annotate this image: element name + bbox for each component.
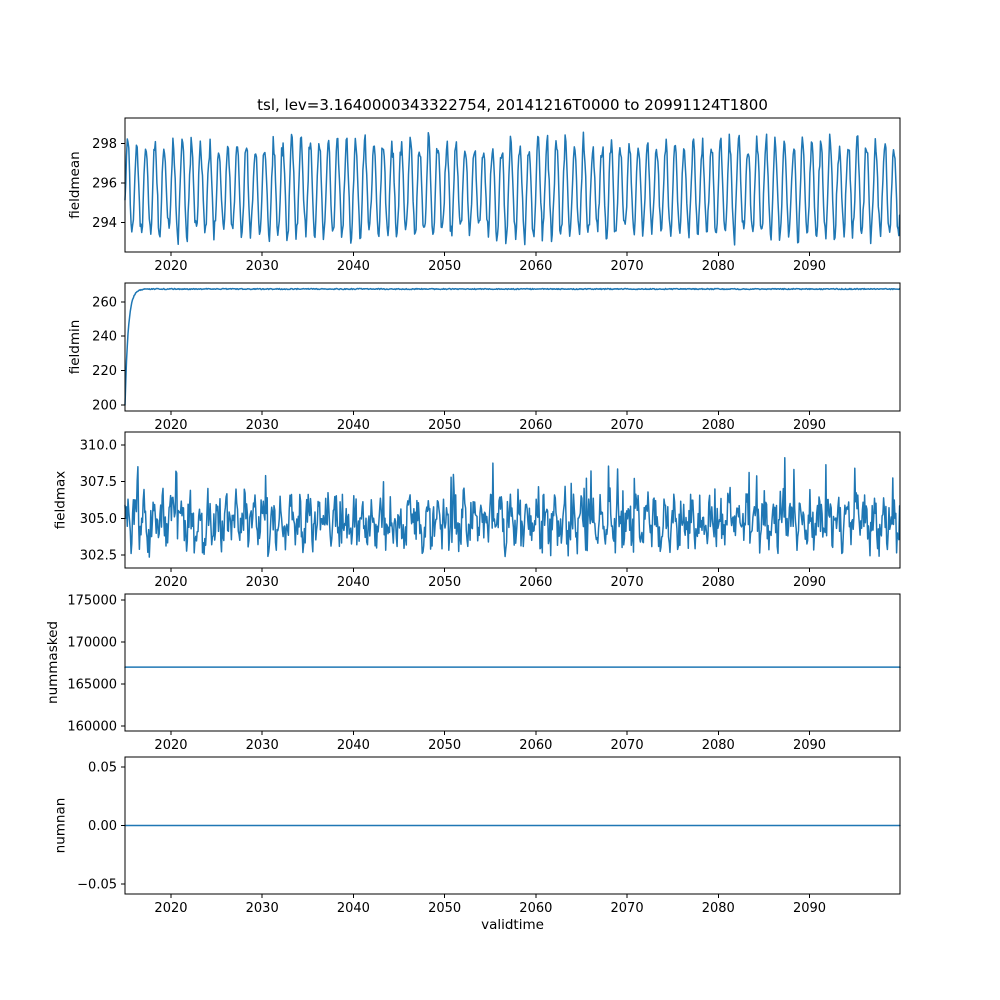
y-tick-label: 0.05 bbox=[88, 760, 117, 775]
subplot-fieldmin: 2020 2030 2040 2050 2060 2070 2080 2090 200 220 24… bbox=[67, 282, 901, 433]
x-tick-label: 2060 bbox=[519, 901, 552, 916]
x-tick-label: 2050 bbox=[428, 575, 461, 590]
x-tick-label: 2050 bbox=[428, 259, 461, 274]
x-tick-label: 2050 bbox=[428, 738, 461, 753]
y-tick-label: 170000 bbox=[67, 635, 117, 650]
subplot-nummasked: 2020 2030 2040 2050 2060 2070 2080 2090 160000 16… bbox=[45, 593, 901, 753]
x-tick-label: 2020 bbox=[154, 418, 187, 433]
plot-line-fieldmin bbox=[124, 287, 901, 406]
x-tick-label: 2050 bbox=[428, 901, 461, 916]
y-tick-label: 310.0 bbox=[80, 439, 117, 454]
y-tick-label: 302.5 bbox=[80, 548, 117, 563]
y-tick-label: 200 bbox=[92, 399, 117, 414]
plot-line-fieldmax bbox=[124, 457, 901, 558]
x-tick-label: 2090 bbox=[793, 901, 826, 916]
subplot-fieldmean: 2020 2030 2040 2050 2060 2070 2080 2090 294 296 29… bbox=[67, 117, 901, 274]
x-tick-label: 2060 bbox=[519, 418, 552, 433]
y-axis-label-fieldmin: fieldmin bbox=[67, 320, 83, 375]
axes-frame bbox=[124, 117, 901, 253]
x-tick-label: 2080 bbox=[702, 575, 735, 590]
axes-frame bbox=[124, 593, 901, 732]
y-tick-label: 294 bbox=[92, 216, 117, 231]
x-tick-label: 2040 bbox=[337, 575, 370, 590]
x-tick-label: 2060 bbox=[519, 259, 552, 274]
x-tick-label: 2020 bbox=[154, 259, 187, 274]
x-tick-label: 2030 bbox=[246, 738, 279, 753]
x-tick-label: 2040 bbox=[337, 901, 370, 916]
y-tick-label: 307.5 bbox=[80, 475, 117, 490]
y-axis-label-numnan: numnan bbox=[53, 798, 69, 854]
y-tick-label: 220 bbox=[92, 364, 117, 379]
x-tick-label: 2030 bbox=[246, 901, 279, 916]
x-tick-label: 2020 bbox=[154, 575, 187, 590]
x-tick-label: 2080 bbox=[702, 738, 735, 753]
y-tick-label: 296 bbox=[92, 177, 117, 192]
x-tick-label: 2070 bbox=[611, 418, 644, 433]
x-tick-label: 2020 bbox=[154, 901, 187, 916]
x-tick-label: 2070 bbox=[611, 738, 644, 753]
x-tick-label: 2040 bbox=[337, 259, 370, 274]
y-tick-label: 240 bbox=[92, 330, 117, 345]
x-tick-label: 2080 bbox=[702, 418, 735, 433]
y-axis-label-nummasked: nummasked bbox=[45, 621, 61, 704]
x-tick-label: 2060 bbox=[519, 738, 552, 753]
chart-title: tsl, lev=3.1640000343322754, 20141216T00… bbox=[257, 96, 768, 114]
x-tick-label: 2040 bbox=[337, 418, 370, 433]
subplot-fieldmax: 2020 2030 2040 2050 2060 2070 2080 2090 302.5 305… bbox=[53, 431, 901, 590]
y-tick-label: −0.05 bbox=[77, 878, 117, 893]
y-tick-label: 305.0 bbox=[80, 512, 117, 527]
y-tick-label: 298 bbox=[92, 137, 117, 152]
x-tick-label: 2090 bbox=[793, 259, 826, 274]
y-tick-label: 0.00 bbox=[88, 819, 117, 834]
axes-frame bbox=[124, 282, 901, 412]
x-tick-label: 2030 bbox=[246, 418, 279, 433]
y-tick-label: 260 bbox=[92, 295, 117, 310]
x-tick-label: 2030 bbox=[246, 575, 279, 590]
x-tick-label: 2070 bbox=[611, 575, 644, 590]
x-tick-label: 2030 bbox=[246, 259, 279, 274]
y-tick-label: 165000 bbox=[67, 677, 117, 692]
y-axis-label-fieldmax: fieldmax bbox=[53, 471, 69, 530]
axes-frame bbox=[124, 431, 901, 569]
x-tick-label: 2090 bbox=[793, 575, 826, 590]
plot-line-fieldmean bbox=[124, 131, 901, 246]
x-tick-label: 2090 bbox=[793, 418, 826, 433]
x-tick-label: 2080 bbox=[702, 901, 735, 916]
x-tick-label: 2080 bbox=[702, 259, 735, 274]
x-tick-label: 2070 bbox=[611, 259, 644, 274]
x-tick-label: 2020 bbox=[154, 738, 187, 753]
y-axis-label-fieldmean: fieldmean bbox=[67, 151, 83, 218]
y-tick-label: 160000 bbox=[67, 719, 117, 734]
x-tick-label: 2070 bbox=[611, 901, 644, 916]
x-tick-label: 2090 bbox=[793, 738, 826, 753]
x-tick-label: 2050 bbox=[428, 418, 461, 433]
y-tick-label: 175000 bbox=[67, 593, 117, 608]
x-tick-label: 2060 bbox=[519, 575, 552, 590]
x-tick-label: 2040 bbox=[337, 738, 370, 753]
subplot-numnan: 2020 2030 2040 2050 2060 2070 2080 2090 −0.05 0.0… bbox=[53, 756, 901, 916]
x-axis-label: validtime bbox=[481, 917, 544, 933]
